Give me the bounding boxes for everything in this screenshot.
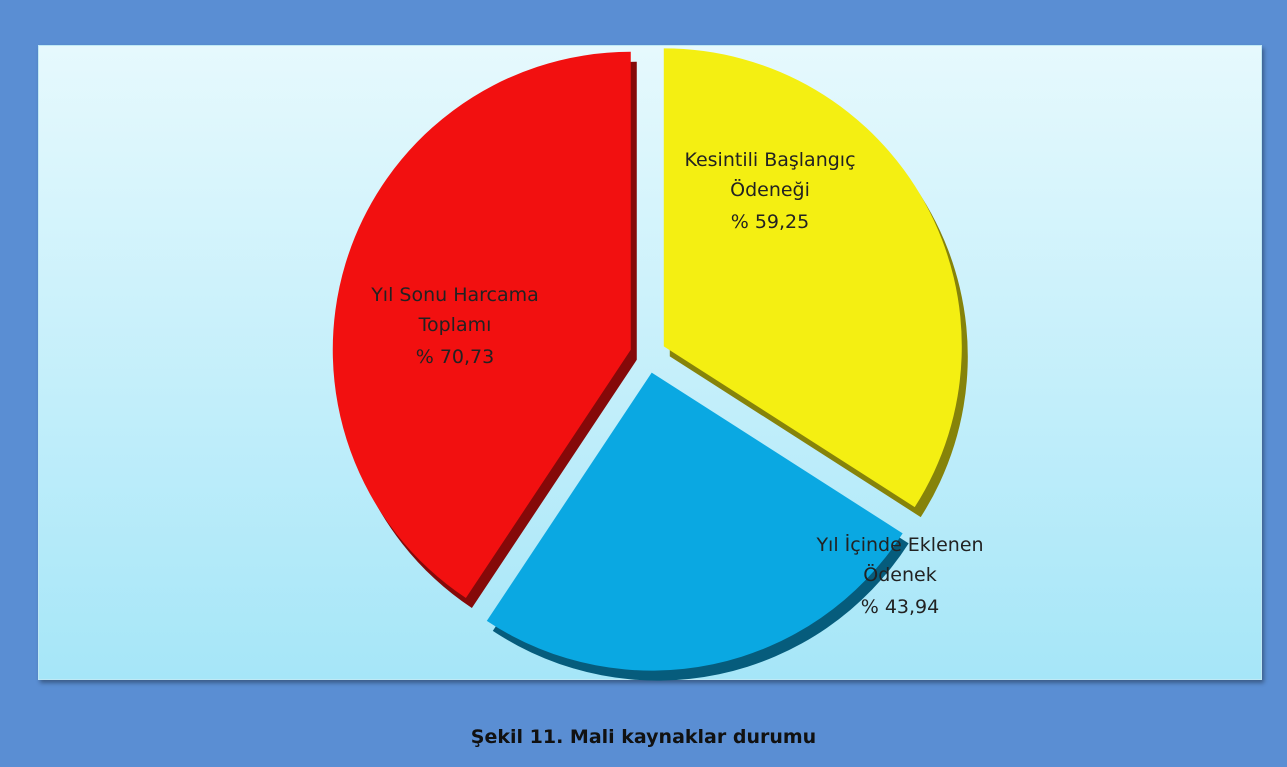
slice-value-label: % 59,25 (730, 211, 810, 233)
slice-label: Kesintili Başlangıç Ödeneği (684, 149, 856, 201)
slice-label: Yıl Sonu Harcama Toplamı (371, 284, 539, 336)
slice-label: Yıl İçinde Eklenen Ödenek (816, 534, 984, 586)
chart-caption: Şekil 11. Mali kaynaklar durumu (470, 726, 817, 748)
slice (486, 372, 903, 671)
slice-value-label: % 43,94 (860, 596, 940, 618)
slice (663, 48, 962, 508)
slice (332, 51, 631, 599)
slice-value-label: % 70,73 (415, 346, 495, 368)
